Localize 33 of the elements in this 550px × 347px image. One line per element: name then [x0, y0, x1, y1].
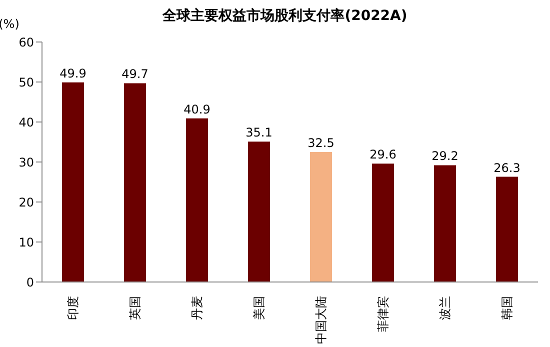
bar: [186, 118, 208, 282]
bar: [434, 165, 456, 282]
data-label: 35.1: [246, 126, 272, 140]
y-tick-label: 60: [18, 35, 34, 50]
data-label: 26.3: [494, 160, 520, 175]
data-label: 29.2: [432, 149, 458, 164]
x-tick-label: 丹麦: [190, 296, 204, 320]
x-tick-label: 英国: [128, 296, 142, 320]
data-label: 49.7: [122, 67, 148, 82]
x-tick-label: 菲律宾: [376, 296, 390, 332]
data-label: 29.6: [370, 148, 396, 162]
bar: [372, 164, 394, 282]
y-tick-label: 40: [18, 115, 34, 130]
data-label: 32.5: [308, 136, 334, 150]
y-tick-label: 0: [26, 275, 34, 290]
bar: [310, 152, 332, 282]
x-tick-label: 印度: [66, 296, 80, 320]
bar: [62, 82, 84, 282]
x-tick-label: 波兰: [438, 296, 452, 320]
y-tick-label: 50: [18, 75, 34, 90]
bar: [124, 83, 146, 282]
y-tick-label: 30: [18, 155, 34, 170]
x-tick-label: 韩国: [500, 296, 514, 320]
bar: [248, 142, 270, 282]
data-label: 49.9: [60, 66, 86, 80]
bar: [496, 176, 518, 282]
chart-title: 全球主要权益市场股利支付率(2022A): [162, 7, 408, 24]
x-tick-label: 中国大陆: [314, 296, 328, 344]
y-axis-title: (%): [0, 17, 20, 31]
data-label: 40.9: [184, 102, 210, 116]
y-tick-label: 10: [18, 235, 34, 250]
y-tick-label: 20: [18, 195, 34, 210]
x-tick-label: 美国: [252, 296, 266, 320]
